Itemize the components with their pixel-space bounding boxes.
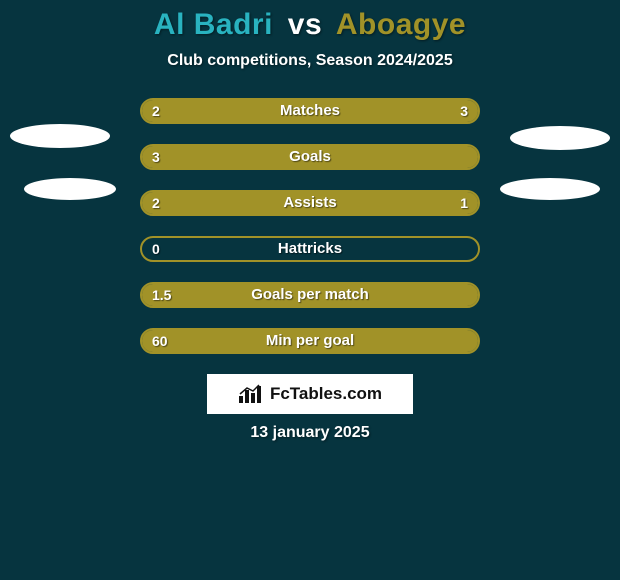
- player1-name: Al Badri: [154, 8, 273, 41]
- stat-label: Hattricks: [140, 236, 480, 262]
- stat-row: Goals per match1.5: [0, 282, 620, 310]
- stat-label: Min per goal: [140, 328, 480, 354]
- stat-row: Matches23: [0, 98, 620, 126]
- stat-value-left: 3: [152, 144, 160, 170]
- decorative-oval: [500, 178, 600, 200]
- stat-label: Goals: [140, 144, 480, 170]
- decorative-oval: [24, 178, 116, 200]
- date-text: 13 january 2025: [0, 424, 620, 442]
- headline: Al Badri vs Aboagye: [0, 8, 620, 42]
- comparison-card: Al Badri vs Aboagye Club competitions, S…: [0, 0, 620, 580]
- stat-value-left: 1.5: [152, 282, 171, 308]
- stat-value-right: 1: [140, 190, 468, 216]
- decorative-oval: [510, 126, 610, 150]
- stat-value-left: 60: [152, 328, 168, 354]
- vs-text: vs: [288, 8, 322, 41]
- subtitle: Club competitions, Season 2024/2025: [0, 52, 620, 70]
- stat-row: Goals3: [0, 144, 620, 172]
- logo-icon: [238, 384, 264, 404]
- card-content: Al Badri vs Aboagye Club competitions, S…: [0, 0, 620, 580]
- logo-text: FcTables.com: [270, 384, 382, 404]
- player2-name: Aboagye: [336, 8, 466, 41]
- stat-row: Hattricks0: [0, 236, 620, 264]
- stat-label: Goals per match: [140, 282, 480, 308]
- decorative-oval: [10, 124, 110, 148]
- stat-value-right: 3: [140, 98, 468, 124]
- logo-bar: FcTables.com: [207, 374, 413, 414]
- stat-row: Min per goal60: [0, 328, 620, 356]
- stat-value-left: 0: [152, 236, 160, 262]
